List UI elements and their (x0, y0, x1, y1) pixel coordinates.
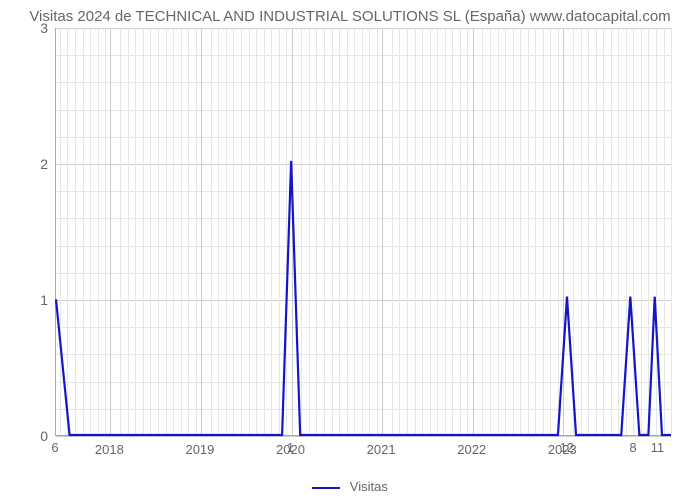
grid-h-major (56, 436, 671, 437)
legend-label: Visitas (350, 479, 388, 494)
chart-title: Visitas 2024 de TECHNICAL AND INDUSTRIAL… (0, 8, 700, 25)
y-tick-label: 1 (8, 292, 48, 308)
plot-area (55, 28, 671, 436)
x-tick-label: 2021 (367, 442, 396, 457)
visitas-line (56, 161, 671, 435)
x-tick-label: 2022 (457, 442, 486, 457)
data-point-label: 12 (560, 440, 574, 455)
y-tick-label: 3 (8, 20, 48, 36)
data-point-label: 8 (629, 440, 636, 455)
data-point-label: 1 (287, 440, 294, 455)
x-tick-label: 2018 (95, 442, 124, 457)
data-point-label: 11 (651, 440, 665, 455)
y-tick-label: 0 (8, 428, 48, 444)
x-tick-label: 2019 (185, 442, 214, 457)
grid-v-minor (671, 28, 672, 435)
legend: Visitas (0, 479, 700, 494)
line-series (56, 28, 671, 435)
data-point-label: 6 (51, 440, 58, 455)
legend-swatch (312, 487, 340, 489)
y-tick-label: 2 (8, 156, 48, 172)
